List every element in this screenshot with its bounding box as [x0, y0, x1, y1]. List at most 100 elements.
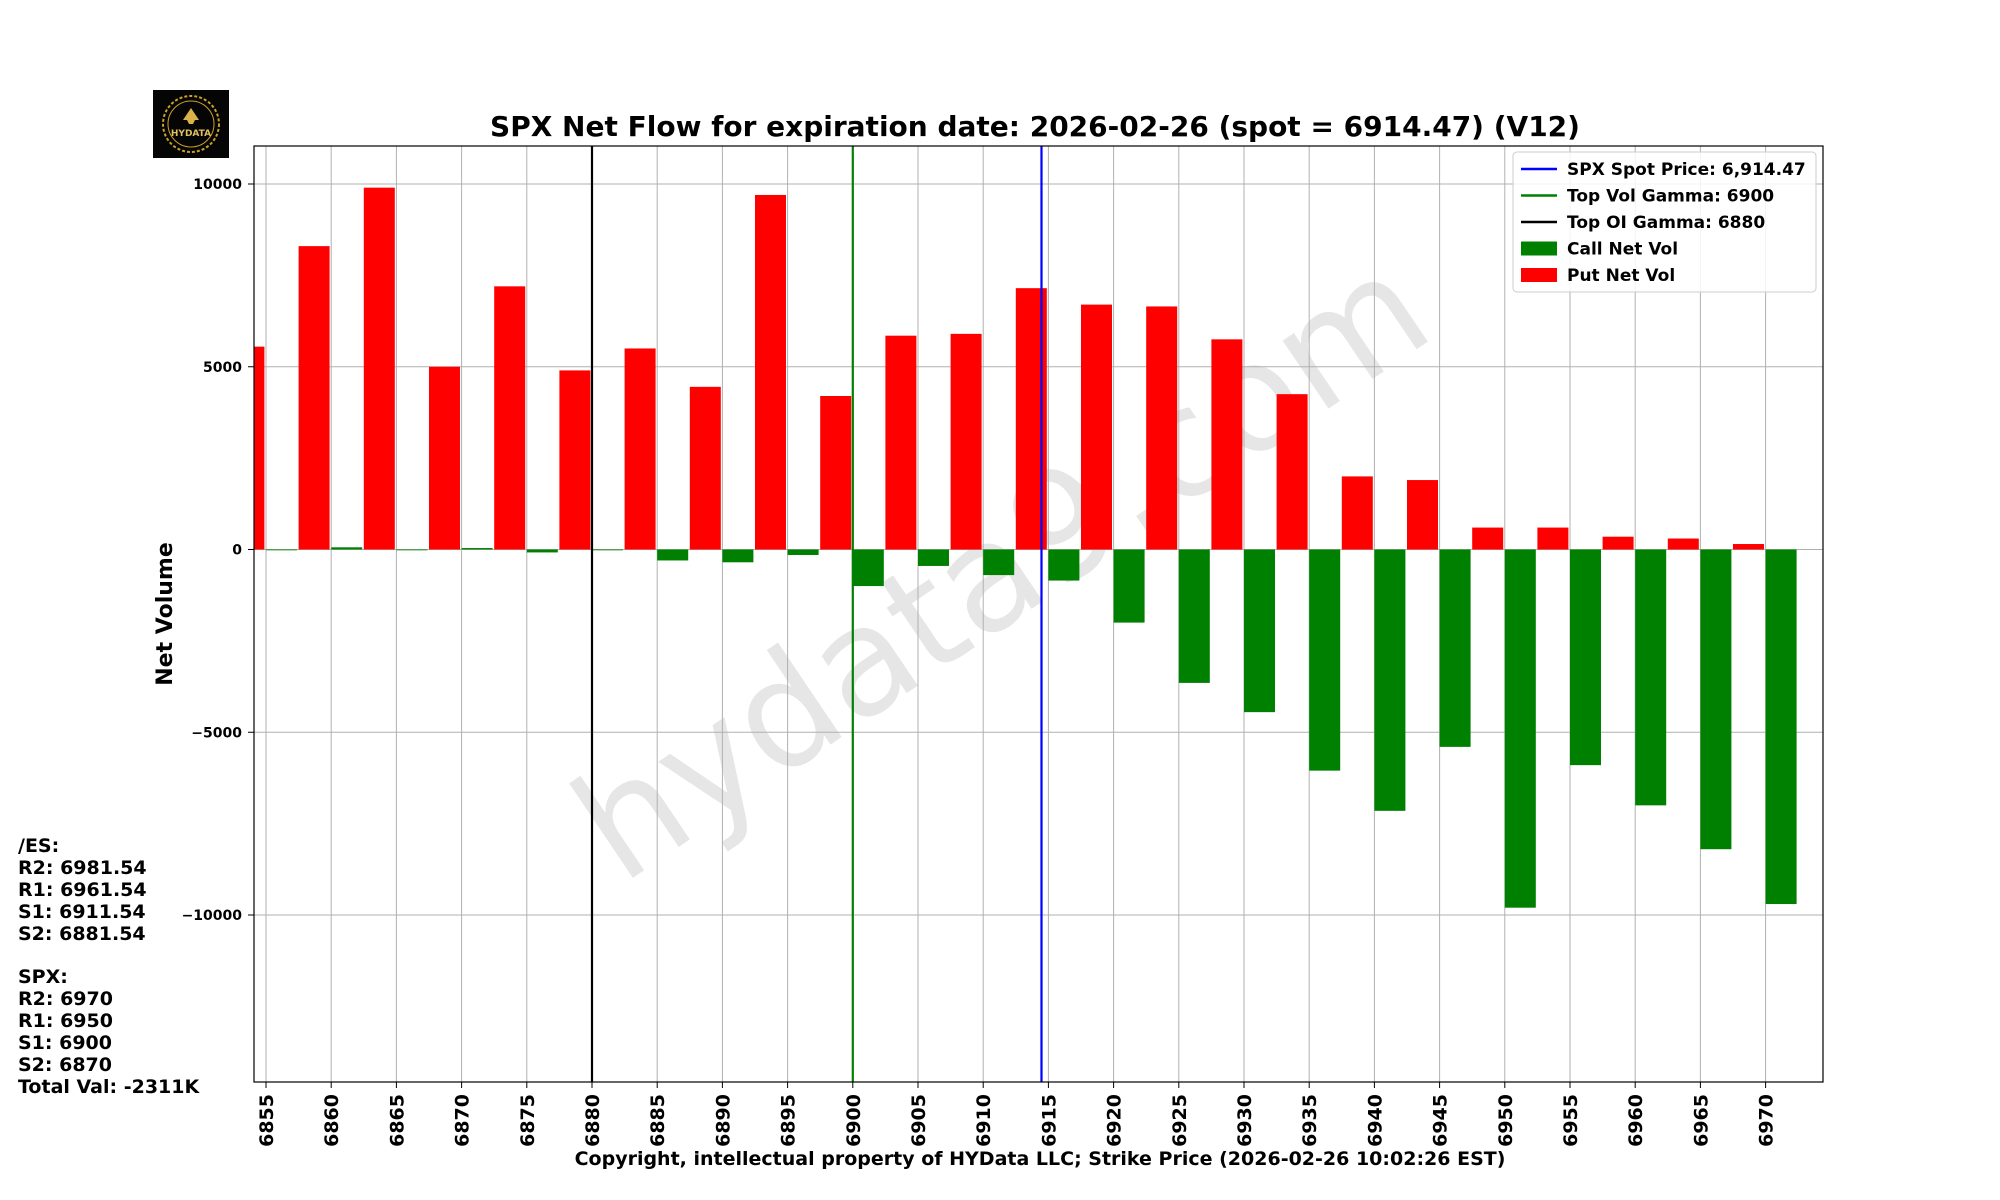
put-bar-6935: [1276, 394, 1308, 550]
chart-title: SPX Net Flow for expiration date: 2026-0…: [490, 110, 1580, 143]
put-bar-6905: [885, 335, 917, 550]
put-bar-6855: [254, 346, 265, 550]
call-bar-6920: [1113, 549, 1145, 623]
call-bar-6865: [396, 549, 428, 551]
x-tick-label-6960: 6960: [1625, 1094, 1647, 1147]
call-bar-6970: [1765, 549, 1797, 905]
put-bar-6880: [559, 370, 591, 550]
grid: [254, 146, 1823, 1082]
x-tick-label-6940: 6940: [1364, 1094, 1386, 1147]
put-bar-6930: [1211, 339, 1243, 550]
x-tick-label-6920: 6920: [1104, 1094, 1126, 1147]
put-bar-6850: [201, 374, 232, 549]
put-bar-6875: [494, 286, 526, 550]
x-tick-label-6860: 6860: [321, 1094, 343, 1147]
x-tick-label-6930: 6930: [1234, 1094, 1256, 1147]
call-bar-6950: [1504, 549, 1536, 908]
legend: SPX Spot Price: 6,914.47 Top Vol Gamma: 6…: [1512, 151, 1817, 293]
x-tick-label-6925: 6925: [1169, 1094, 1191, 1147]
put-bar-6870: [429, 366, 460, 550]
x-axis-ticks: 6855 6860 6865 6870 6875 6880 6885 6890 6895 6900…: [256, 1082, 1778, 1147]
y-axis-label: Net Volume: [153, 542, 178, 686]
legend-label: Put Net Vol: [1567, 266, 1675, 286]
x-tick-label-6890: 6890: [712, 1094, 734, 1147]
x-tick-label-6915: 6915: [1038, 1094, 1060, 1147]
call-bar-6875: [526, 549, 558, 553]
x-tick-label-6885: 6885: [647, 1094, 669, 1147]
x-tick-label-6910: 6910: [973, 1094, 995, 1147]
y-tick-label: 10000: [193, 177, 242, 193]
put-bar-6865: [363, 187, 395, 550]
y-tick-label: −5000: [191, 725, 242, 741]
es-levels: /ES: R2: 6981.54 R1: 6961.54 S1: 6911.54…: [18, 835, 147, 945]
legend-label: Call Net Vol: [1567, 240, 1678, 260]
call-bar-6855: [266, 549, 297, 551]
x-tick-label-6870: 6870: [452, 1094, 474, 1147]
legend-swatch: [1521, 241, 1557, 256]
x-tick-label-6895: 6895: [778, 1094, 800, 1147]
put-bar-6955: [1537, 527, 1569, 550]
put-bar-6890: [689, 386, 721, 550]
call-bar-6905: [918, 549, 949, 566]
call-bar-6945: [1439, 549, 1471, 747]
call-bar-6910: [983, 549, 1015, 576]
put-bar-6960: [1602, 536, 1634, 550]
put-bar-6965: [1667, 538, 1699, 550]
legend-swatch: [1521, 268, 1557, 282]
call-bar-6860: [331, 547, 363, 550]
call-bar-6960: [1635, 549, 1667, 806]
legend-label: SPX Spot Price: 6,914.47: [1567, 160, 1806, 180]
x-tick-label-6935: 6935: [1299, 1094, 1321, 1147]
put-bar-6910: [950, 333, 982, 550]
legend-box: [1512, 151, 1817, 293]
put-bar-6860: [298, 246, 330, 550]
call-bar-6955: [1570, 549, 1601, 766]
x-tick-label-6900: 6900: [843, 1094, 865, 1147]
call-bar-6935: [1309, 549, 1341, 771]
put-bar-6925: [1146, 306, 1178, 550]
legend-label: Top Vol Gamma: 6900: [1567, 187, 1774, 207]
call-bar-6915: [1048, 549, 1080, 581]
logo-text: HYDATA: [171, 129, 211, 139]
reference-lines: [590, 146, 1043, 1082]
y-axis-ticks: 10000 5000 0 −5000 −10000: [182, 177, 254, 924]
logo-emblem: HYDATA: [162, 95, 220, 153]
bars: [201, 187, 1797, 908]
x-axis-label: Copyright, intellectual property of HYDa…: [575, 1148, 1506, 1170]
call-bar-6925: [1178, 549, 1210, 683]
y-tick-label: 0: [232, 543, 242, 559]
put-bar-6940: [1341, 476, 1373, 550]
call-bar-6885: [657, 549, 689, 561]
x-tick-label-6945: 6945: [1430, 1094, 1452, 1147]
put-bar-6920: [1081, 304, 1112, 550]
x-tick-label-6905: 6905: [908, 1094, 930, 1147]
call-bar-6895: [787, 549, 819, 555]
put-bar-6945: [1407, 480, 1438, 550]
put-bar-6970: [1733, 544, 1764, 550]
put-bar-6950: [1472, 527, 1504, 550]
call-bar-6965: [1700, 549, 1732, 850]
x-tick-label-6880: 6880: [582, 1094, 604, 1147]
call-bar-6940: [1374, 549, 1406, 811]
y-tick-label: 5000: [203, 360, 242, 376]
call-bar-6870: [461, 548, 493, 550]
legend-label: Top OI Gamma: 6880: [1567, 213, 1765, 233]
put-bar-6885: [624, 348, 656, 550]
call-bar-6930: [1244, 549, 1275, 713]
call-bar-6880: [592, 549, 623, 551]
call-bar-6890: [722, 549, 754, 563]
put-bar-6900: [820, 395, 852, 550]
x-tick-label-6955: 6955: [1560, 1094, 1582, 1147]
x-tick-label-6970: 6970: [1756, 1094, 1778, 1147]
x-tick-label-6865: 6865: [386, 1094, 408, 1147]
plot-frame: [253, 145, 1824, 1083]
x-tick-label-6855: 6855: [256, 1094, 278, 1147]
put-bar-6895: [755, 194, 786, 550]
x-tick-label-6965: 6965: [1690, 1094, 1712, 1147]
call-bar-6900: [852, 549, 884, 587]
x-tick-label-6875: 6875: [517, 1094, 539, 1147]
hydata-logo: HYDATA: [153, 90, 229, 158]
y-tick-label: −10000: [182, 908, 243, 924]
x-tick-label-6950: 6950: [1495, 1094, 1517, 1147]
